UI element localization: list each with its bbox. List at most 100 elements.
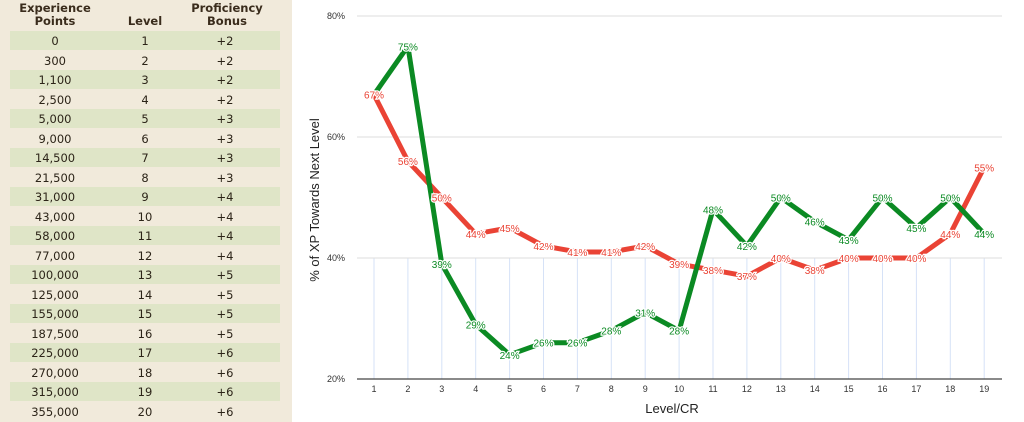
green-data-label: 28% xyxy=(669,327,689,338)
red-data-label: 45% xyxy=(500,224,520,235)
table-row: 125,000 14 +5 xyxy=(10,285,280,304)
bonus-cell: +4 xyxy=(216,248,234,263)
x-tick-label: 2 xyxy=(405,384,410,394)
red-data-label: 40% xyxy=(906,254,926,265)
xp-cell: 2,500 xyxy=(38,92,72,107)
xp-cell: 125,000 xyxy=(31,287,79,302)
green-data-label: 75% xyxy=(398,42,418,53)
x-tick-label: 5 xyxy=(507,384,512,394)
green-data-label: 31% xyxy=(635,308,655,319)
red-data-label: 39% xyxy=(669,260,689,271)
bonus-cell: +2 xyxy=(216,53,234,68)
table-row: 1,100 3 +2 xyxy=(10,70,280,89)
green-data-label: 42% xyxy=(737,242,757,253)
red-data-label: 40% xyxy=(771,254,791,265)
red-data-label: 37% xyxy=(737,272,757,283)
table-row: 355,000 20 +6 xyxy=(10,402,280,421)
table-row: 58,000 11 +4 xyxy=(10,226,280,245)
level-cell: 4 xyxy=(141,92,149,107)
table-row: 5,000 5 +3 xyxy=(10,109,280,128)
xp-cell: 155,000 xyxy=(31,307,79,321)
xp-cell: 14,500 xyxy=(34,151,76,165)
xp-cell: 270,000 xyxy=(31,365,79,380)
xp-cell: 187,500 xyxy=(31,326,79,341)
level-cell: 9 xyxy=(141,190,149,204)
line-chart: 1 2 3 4 5 6 7 8 9 10 11 12 13 14 15 16 17 18 1920%40%60%80… xyxy=(307,11,1002,416)
x-tick-label: 7 xyxy=(575,384,580,394)
red-data-label: 44% xyxy=(940,230,960,241)
xp-cell: 355,000 xyxy=(31,404,79,419)
xp-cell: 58,000 xyxy=(34,229,76,243)
table-row: 187,500 16 +5 xyxy=(10,324,280,343)
level-cell: 12 xyxy=(137,248,153,263)
table-row: 225,000 17 +6 xyxy=(10,343,280,362)
bonus-cell: +2 xyxy=(216,73,234,87)
level-cell: 5 xyxy=(141,112,149,126)
xp-cell: 1,100 xyxy=(38,73,72,87)
red-data-label: 41% xyxy=(567,248,587,259)
level-cell: 6 xyxy=(141,131,149,146)
bonus-cell: +3 xyxy=(216,131,234,146)
bonus-cell: +6 xyxy=(216,404,234,419)
bonus-cell: +3 xyxy=(216,170,234,185)
level-cell: 19 xyxy=(137,385,153,399)
x-tick-label: 4 xyxy=(473,384,478,394)
table-row: 2,500 4 +2 xyxy=(10,90,280,109)
x-tick-label: 8 xyxy=(609,384,614,394)
y-tick-label: 60% xyxy=(327,132,345,142)
bonus-cell: +5 xyxy=(216,307,234,321)
green-data-label: 29% xyxy=(466,321,486,332)
table-row: 43,000 10 +4 xyxy=(10,207,280,226)
table-row: 0 1 +2 xyxy=(10,31,280,50)
xp-cell: 100,000 xyxy=(31,268,79,282)
level-cell: 15 xyxy=(137,307,153,321)
level-cell: 14 xyxy=(137,287,153,302)
red-data-label: 44% xyxy=(466,230,486,241)
level-cell: 2 xyxy=(141,53,149,68)
red-data-label: 40% xyxy=(872,254,892,265)
green-data-label: 24% xyxy=(500,351,520,362)
xp-cell: 43,000 xyxy=(34,209,76,224)
xp-cell: 77,000 xyxy=(34,248,76,263)
red-data-label: 56% xyxy=(398,157,418,168)
green-data-label: 43% xyxy=(839,236,859,247)
bonus-cell: +3 xyxy=(216,112,234,126)
header-experience-points: Experience Points xyxy=(19,1,91,28)
table-row: 300 2 +2 xyxy=(10,51,280,70)
level-cell: 18 xyxy=(137,365,153,380)
green-data-label: 46% xyxy=(805,218,825,229)
green-data-label: 50% xyxy=(940,194,960,205)
xp-cell: 9,000 xyxy=(38,131,72,146)
x-tick-label: 16 xyxy=(877,384,887,394)
bonus-cell: +6 xyxy=(216,365,234,380)
x-tick-label: 13 xyxy=(776,384,786,394)
y-tick-label: 40% xyxy=(327,253,345,263)
red-data-label: 67% xyxy=(364,91,384,102)
level-cell: 1 xyxy=(141,34,149,48)
x-tick-label: 6 xyxy=(541,384,546,394)
green-data-label: 50% xyxy=(872,194,892,205)
x-tick-label: 14 xyxy=(810,384,820,394)
green-data-label: 45% xyxy=(906,224,926,235)
xp-cell: 0 xyxy=(51,34,59,48)
level-cell: 11 xyxy=(137,229,153,243)
level-cell: 17 xyxy=(137,346,153,360)
green-data-label: 28% xyxy=(601,327,621,338)
y-tick-label: 20% xyxy=(327,374,345,384)
level-cell: 20 xyxy=(137,404,153,419)
table-row: 100,000 13 +5 xyxy=(10,265,280,284)
green-data-label: 50% xyxy=(771,194,791,205)
table-row: 14,500 7 +3 xyxy=(10,148,280,167)
x-tick-label: 15 xyxy=(844,384,854,394)
green-data-label: 44% xyxy=(974,230,994,241)
bonus-cell: +5 xyxy=(216,287,234,302)
bonus-cell: +5 xyxy=(216,268,234,282)
level-cell: 13 xyxy=(137,268,153,282)
bonus-cell: +3 xyxy=(216,151,234,165)
xp-cell: 21,500 xyxy=(34,170,76,185)
x-tick-label: 3 xyxy=(439,384,444,394)
bonus-cell: +2 xyxy=(216,92,234,107)
y-axis-title: % of XP Towards Next Level xyxy=(307,118,322,282)
red-data-label: 50% xyxy=(432,194,452,205)
bonus-cell: +2 xyxy=(216,34,234,48)
